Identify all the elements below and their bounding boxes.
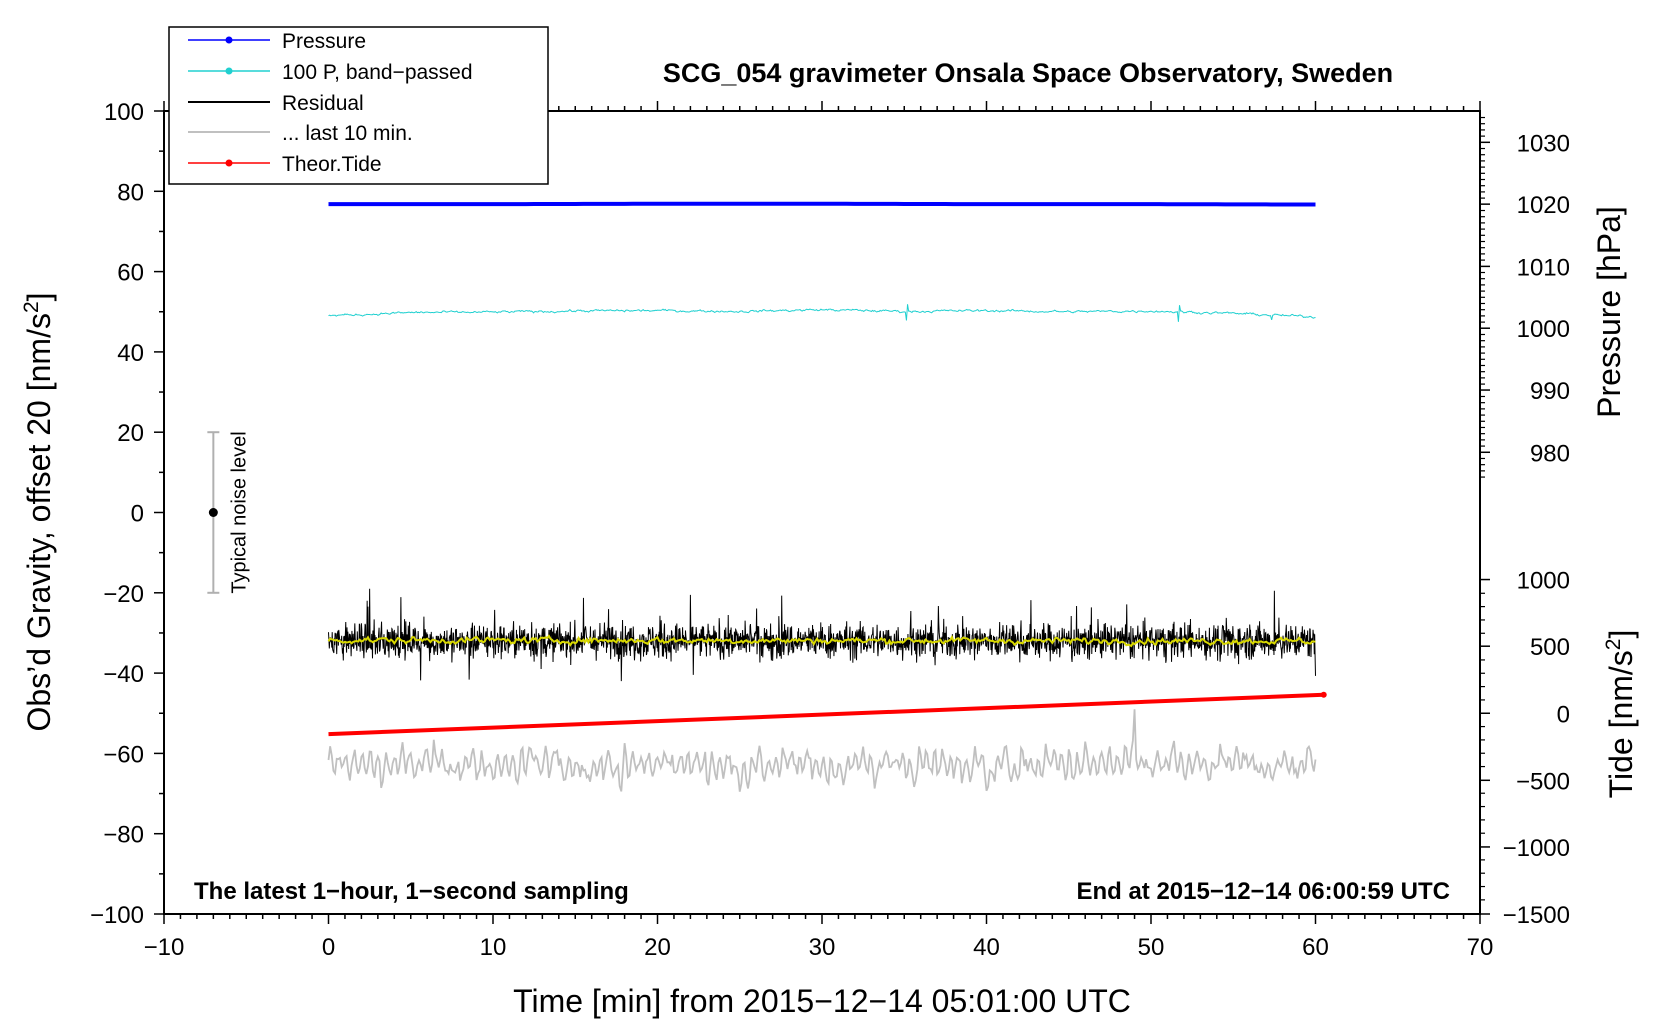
legend-item-last10: ... last 10 min. — [188, 122, 413, 145]
y-tick-label: 100 — [104, 99, 144, 126]
y-axis-label-tide-main: Tide [nm/s — [1603, 650, 1639, 798]
annotation-sampling: The latest 1−hour, 1−second sampling — [194, 878, 629, 905]
y-axis-label-left-sup: 2 — [20, 301, 43, 313]
tide-tick-label: 0 — [1557, 701, 1570, 728]
y-tick-label: −80 — [103, 822, 144, 849]
x-tick-label: −10 — [144, 934, 185, 961]
legend-label-last10: ... last 10 min. — [282, 122, 413, 145]
y-tick-label: 60 — [117, 260, 144, 287]
y-axis-label-left-main: Obs’d Gravity, offset 20 [nm/s — [21, 313, 57, 732]
pressure-tick-label: 1020 — [1517, 192, 1570, 219]
y-axis-label-left-close: ] — [21, 292, 57, 301]
x-tick-label: 0 — [322, 934, 335, 961]
pressure-tick-label: 1000 — [1517, 316, 1570, 343]
x-tick-label: 60 — [1302, 934, 1329, 961]
tide-tick-label: 500 — [1530, 634, 1570, 661]
legend-item-residual: Residual — [188, 92, 364, 115]
chart-title: SCG_054 gravimeter Onsala Space Observat… — [663, 58, 1393, 88]
y-axis-label-pressure: Pressure [hPa] — [1591, 206, 1627, 418]
tide-tick-label: 1000 — [1517, 568, 1570, 595]
series-residual — [328, 588, 1316, 682]
y-tick-label: 20 — [117, 420, 144, 447]
y-tick-label: 40 — [117, 340, 144, 367]
annotation-end-time: End at 2015−12−14 06:00:59 UTC — [1076, 878, 1450, 905]
legend-label-residual: Residual — [282, 92, 364, 115]
series-pressure — [328, 201, 1316, 207]
tide-tick-label: −1000 — [1503, 835, 1570, 862]
plot-frame — [163, 110, 1481, 915]
x-tick-label: 40 — [973, 934, 1000, 961]
x-tick-label: 10 — [480, 934, 507, 961]
legend-item-pressure: Pressure — [188, 30, 366, 53]
legend-box — [168, 26, 549, 185]
x-axis-label: Time [min] from 2015−12−14 05:01:00 UTC — [513, 983, 1131, 1019]
y-tick-label: −20 — [103, 581, 144, 608]
tide-tick-label: −1500 — [1503, 902, 1570, 929]
y-tick-label: −100 — [90, 902, 144, 929]
series-last-10-min — [327, 709, 1317, 792]
tide-tick-label: −500 — [1516, 768, 1570, 795]
x-tick-label: 30 — [809, 934, 836, 961]
x-tick-label: 70 — [1467, 934, 1494, 961]
legend-marker-pressure — [225, 36, 233, 44]
series-theor-tide-endpoint — [1320, 691, 1327, 698]
x-tick-label: 20 — [644, 934, 671, 961]
y-axis-label-tide-sup: 2 — [1602, 639, 1625, 651]
y-tick-label: 80 — [117, 179, 144, 206]
x-tick-label: 50 — [1138, 934, 1165, 961]
series-residual-smoothed — [327, 634, 1316, 648]
noise-level-label: Typical noise level — [228, 431, 250, 593]
legend: Pressure 100 P, band−passed Residual ...… — [168, 26, 549, 185]
pressure-tick-label: 1010 — [1517, 254, 1570, 281]
legend-label-tide: Theor.Tide — [282, 153, 382, 176]
series-band-passed — [328, 304, 1316, 322]
legend-item-tide: Theor.Tide — [188, 153, 382, 176]
pressure-tick-label: 1030 — [1517, 130, 1570, 157]
noise-bar-group: Typical noise level — [207, 431, 250, 594]
series-layer — [327, 201, 1327, 792]
pressure-tick-label: 980 — [1530, 440, 1570, 467]
y-axis-label-tide: Tide [nm/s2] — [1602, 630, 1639, 799]
legend-item-bandpassed: 100 P, band−passed — [188, 61, 473, 84]
series-theor-tide — [328, 692, 1324, 737]
legend-label-pressure: Pressure — [282, 30, 366, 53]
y-tick-label: 0 — [131, 501, 144, 528]
legend-marker-tide — [225, 159, 233, 167]
axis-ticks — [154, 101, 1490, 924]
legend-label-bandpassed: 100 P, band−passed — [282, 61, 473, 84]
legend-marker-bandpassed — [225, 67, 233, 75]
y-axis-label-tide-close: ] — [1603, 630, 1639, 639]
tick-labels: −10 0 10 20 30 40 50 60 70100806040200−20−40−60−… — [90, 99, 1570, 961]
y-axis-label-left: Obs’d Gravity, offset 20 [nm/s2] — [20, 292, 57, 731]
noise-bar-center-dot — [208, 508, 218, 517]
y-tick-label: −40 — [103, 661, 144, 688]
pressure-tick-label: 990 — [1530, 378, 1570, 405]
y-tick-label: −60 — [103, 741, 144, 768]
